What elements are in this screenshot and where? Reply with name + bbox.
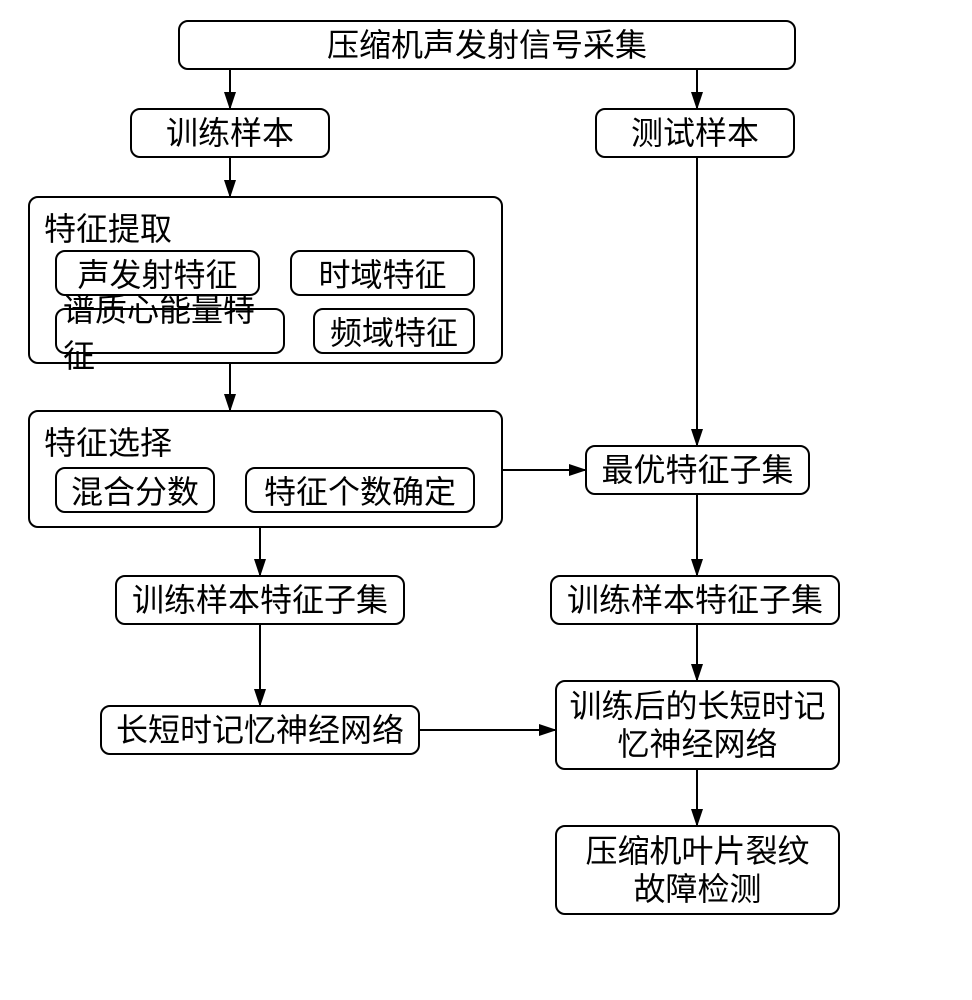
label: 谱质心能量特征 xyxy=(63,285,277,377)
label: 训练后的长短时记 忆神经网络 xyxy=(569,687,825,764)
node-train-subset-left: 训练样本特征子集 xyxy=(115,575,405,625)
inner-time-domain: 时域特征 xyxy=(290,250,475,296)
label: 训练样本特征子集 xyxy=(567,581,823,619)
label: 训练样本特征子集 xyxy=(132,581,388,619)
node-optimal-subset: 最优特征子集 xyxy=(585,445,810,495)
label: 长短时记忆神经网络 xyxy=(116,711,404,749)
label: 压缩机叶片裂纹 故障检测 xyxy=(585,832,809,909)
node-trained-lstm: 训练后的长短时记 忆神经网络 xyxy=(555,680,840,770)
inner-feature-count: 特征个数确定 xyxy=(245,467,475,513)
node-result: 压缩机叶片裂纹 故障检测 xyxy=(555,825,840,915)
node-lstm: 长短时记忆神经网络 xyxy=(100,705,420,755)
node-train-subset-right: 训练样本特征子集 xyxy=(550,575,840,625)
inner-freq-domain: 频域特征 xyxy=(313,308,475,354)
label: 特征个数确定 xyxy=(264,467,456,513)
label: 训练样本 xyxy=(166,114,294,152)
label: 最优特征子集 xyxy=(601,451,793,489)
group-feature-selection: 特征选择 混合分数 特征个数确定 xyxy=(28,410,503,528)
inner-spectral-centroid: 谱质心能量特征 xyxy=(55,308,285,354)
label: 频域特征 xyxy=(330,308,458,354)
node-train-sample: 训练样本 xyxy=(130,108,330,158)
label: 混合分数 xyxy=(71,467,199,513)
label: 时域特征 xyxy=(318,250,446,296)
node-signal-acquisition: 压缩机声发射信号采集 xyxy=(178,20,796,70)
group-feature-extraction: 特征提取 声发射特征 时域特征 谱质心能量特征 频域特征 xyxy=(28,196,503,364)
node-test-sample: 测试样本 xyxy=(595,108,795,158)
inner-mixed-score: 混合分数 xyxy=(55,467,215,513)
label: 压缩机声发射信号采集 xyxy=(327,26,647,64)
group-title: 特征选择 xyxy=(44,418,172,464)
label: 测试样本 xyxy=(631,114,759,152)
group-title: 特征提取 xyxy=(44,204,172,250)
